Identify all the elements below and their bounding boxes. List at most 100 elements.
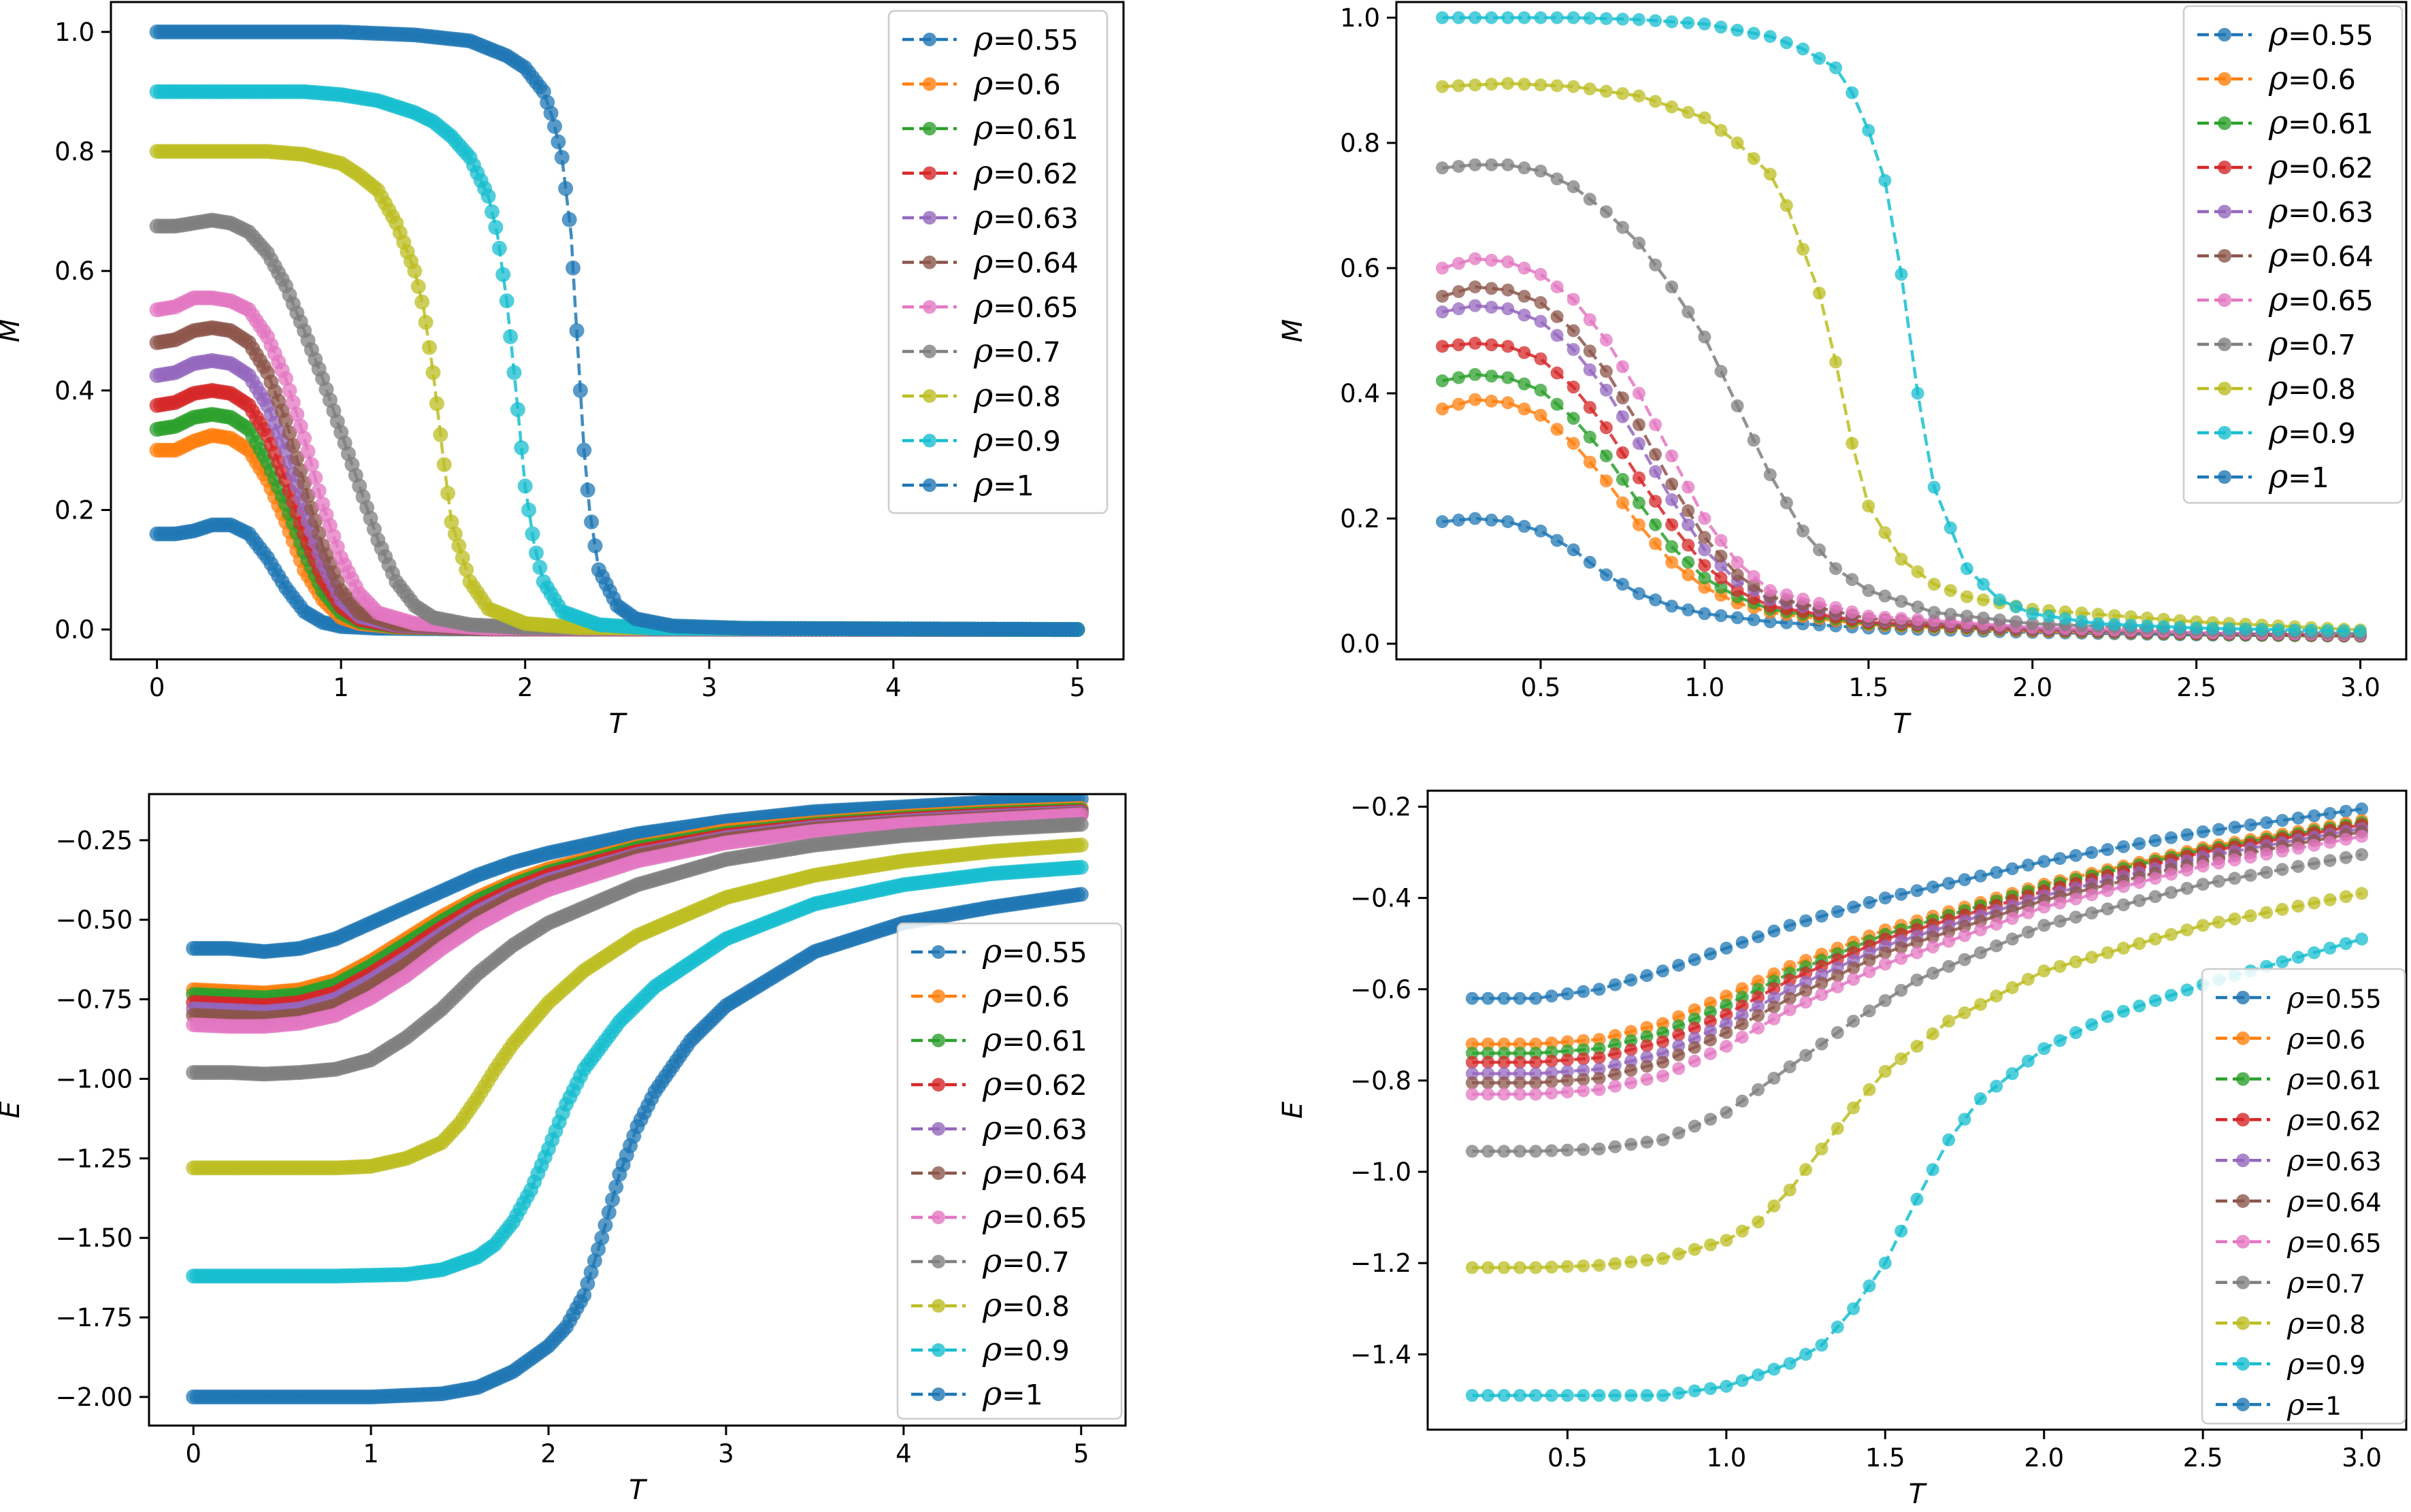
data-point (1518, 289, 1531, 303)
data-point (1583, 363, 1596, 376)
data-point (1501, 255, 1515, 269)
panel-magnetization-dense: 0123450.00.20.40.60.81.0TMρ=0.55ρ=0.6ρ=0… (0, 1, 1125, 740)
legend-marker (2218, 426, 2231, 440)
data-point (1665, 555, 1679, 569)
data-point (485, 204, 499, 220)
data-point (1452, 397, 1465, 411)
legend-item: ρ=0.62 (2197, 148, 2374, 186)
data-point (1567, 412, 1580, 425)
data-point (1682, 518, 1695, 531)
data-point (1452, 160, 1465, 173)
data-point (1550, 423, 1564, 436)
data-point (1501, 77, 1515, 91)
data-point (1747, 433, 1760, 447)
data-point (2354, 625, 2367, 638)
legend: ρ=0.55ρ=0.6ρ=0.61ρ=0.62ρ=0.63ρ=0.64ρ=0.6… (2182, 5, 2404, 504)
data-point (488, 220, 504, 235)
axes-frame (110, 1, 1125, 661)
y-tick-label: 0.8 (54, 137, 95, 167)
data-point (1583, 455, 1596, 469)
legend-marker (923, 255, 936, 269)
legend-marker (2218, 116, 2231, 130)
data-point (1977, 578, 1990, 591)
data-point (1846, 605, 1859, 619)
data-point (1567, 293, 1580, 306)
panel-magnetization-sparse: 0.5 1.0 1.5 2.0 2.5 3.00.00.20.40.60.81.0TMρ=… (1277, 1, 2408, 740)
legend-label: ρ=0.65 (2268, 280, 2374, 318)
data-point (1501, 340, 1515, 353)
data-point (1977, 611, 1990, 625)
data-point (1649, 593, 1662, 607)
legend-item: ρ=0.61 (2197, 103, 2374, 142)
legend-label: ρ=0.62 (973, 154, 1079, 192)
data-point (1485, 78, 1498, 91)
data-point (418, 314, 433, 330)
data-point (1878, 610, 1892, 624)
data-point (1583, 12, 1596, 25)
data-point (1797, 42, 1809, 56)
data-point (517, 478, 533, 494)
data-point (1862, 124, 1875, 137)
legend-item: ρ=1 (2197, 457, 2329, 495)
data-point (1797, 242, 1809, 256)
data-point (1698, 607, 1711, 621)
data-point (1731, 568, 1744, 582)
data-point (1436, 515, 1449, 529)
data-point (1878, 589, 1892, 603)
data-point (1698, 512, 1711, 525)
legend-label: ρ=0.9 (973, 421, 1061, 459)
data-point (2091, 617, 2105, 631)
data-point (1927, 480, 1941, 494)
data-point (1534, 408, 1547, 422)
data-point (444, 514, 459, 529)
data-point (1779, 588, 1793, 602)
data-point (1567, 543, 1580, 557)
data-point (1616, 220, 1629, 234)
data-point (1599, 474, 1613, 488)
data-point (1469, 11, 1482, 24)
x-tick-label: 2.0 (2012, 673, 2052, 702)
data-point (1779, 199, 1793, 212)
data-point (1599, 568, 1613, 582)
legend-marker (2218, 382, 2231, 395)
data-point (1943, 608, 1957, 621)
data-point (1649, 95, 1662, 108)
data-point (311, 483, 327, 499)
data-point (1583, 344, 1596, 358)
data-point (1616, 578, 1629, 591)
data-point (1682, 504, 1695, 517)
data-point (1649, 448, 1662, 461)
data-point (1731, 136, 1744, 150)
data-point (1485, 395, 1498, 408)
legend-item: ρ=0.65 (2197, 280, 2374, 318)
data-point (1452, 513, 1465, 527)
data-point (1846, 437, 1859, 450)
data-point (282, 382, 297, 398)
data-point (1665, 518, 1679, 531)
data-point (1714, 124, 1728, 137)
data-point (2338, 624, 2350, 638)
data-point (1633, 387, 1645, 400)
legend-marker (2218, 72, 2231, 86)
legend-item: ρ=0.63 (2197, 192, 2374, 230)
plot-area (186, 794, 1089, 1404)
x-tick-label: 0.5 (1521, 673, 1561, 702)
data-point (587, 538, 603, 554)
data-point (1469, 393, 1482, 406)
data-point (1813, 52, 1826, 65)
data-point (1534, 296, 1547, 310)
data-point (2107, 618, 2121, 631)
x-tick-label: 0 (149, 673, 165, 702)
data-point (447, 526, 463, 542)
data-point (1436, 80, 1449, 93)
data-point (2059, 612, 2072, 625)
data-point (1698, 543, 1711, 557)
data-point (1616, 391, 1629, 405)
plot-area (149, 24, 1085, 638)
data-point (1567, 180, 1580, 193)
data-point (1943, 584, 1957, 597)
data-point (1501, 302, 1515, 316)
data-point (1616, 360, 1629, 374)
data-point (529, 545, 544, 561)
